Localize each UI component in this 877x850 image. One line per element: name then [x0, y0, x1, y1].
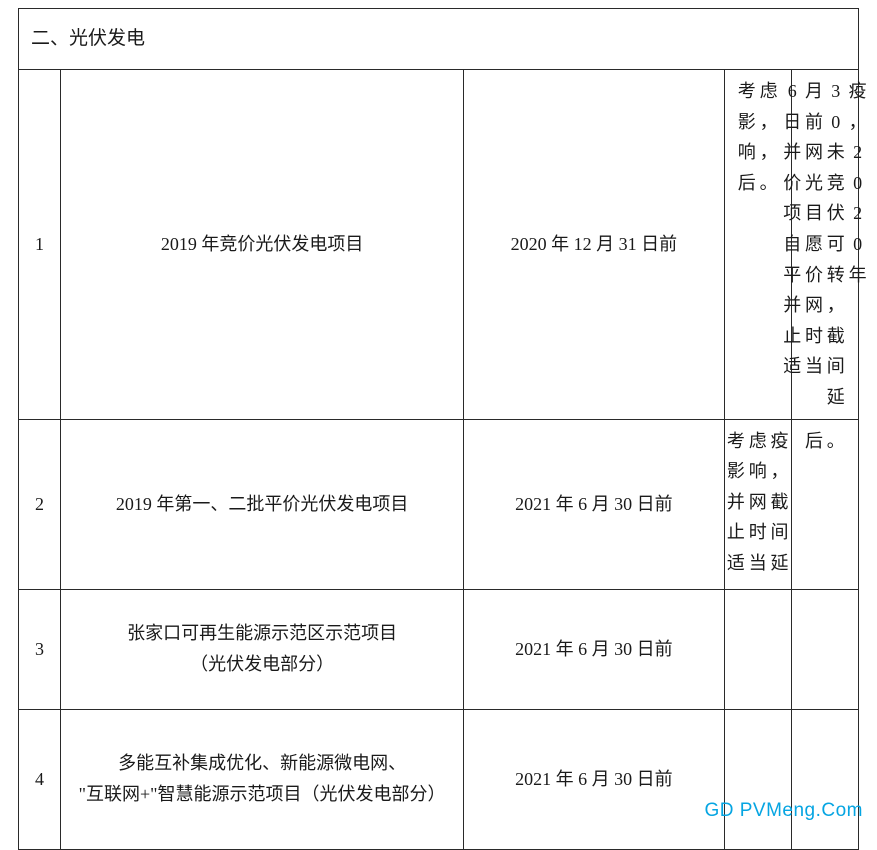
row-index: 2 — [19, 419, 61, 589]
project-name: 2019 年第一、二批平价光伏发电项目 — [61, 419, 464, 589]
note-empty — [724, 709, 791, 849]
deadline: 2020 年 12 月 31 日前 — [464, 70, 724, 420]
note-right: 后。 — [791, 419, 858, 589]
deadline: 2021 年 6 月 30 日前 — [464, 419, 724, 589]
table-row: 3 张家口可再生能源示范区示范项目（光伏发电部分） 2021 年 6 月 30 … — [19, 589, 859, 709]
row-index: 4 — [19, 709, 61, 849]
deadline: 2021 年 6 月 30 日前 — [464, 589, 724, 709]
table-row: 2 2019 年第一、二批平价光伏发电项目 2021 年 6 月 30 日前 考… — [19, 419, 859, 589]
note-empty — [791, 589, 858, 709]
note-right: 6日并价项自平并止适月前网光目愿价网时当30未竞伏可转，截间延疫，2020年 — [791, 70, 858, 420]
project-name: 张家口可再生能源示范区示范项目（光伏发电部分） — [61, 589, 464, 709]
project-name: 多能互补集成优化、新能源微电网、"互联网+"智慧能源示范项目（光伏发电部分） — [61, 709, 464, 849]
document-page: 二、光伏发电 1 2019 年竞价光伏发电项目 2020 年 12 月 31 日… — [0, 0, 877, 826]
table-row: 4 多能互补集成优化、新能源微电网、"互联网+"智慧能源示范项目（光伏发电部分）… — [19, 709, 859, 849]
deadline: 2021 年 6 月 30 日前 — [464, 709, 724, 849]
row-index: 1 — [19, 70, 61, 420]
note-empty — [724, 589, 791, 709]
pv-project-table: 二、光伏发电 1 2019 年竞价光伏发电项目 2020 年 12 月 31 日… — [18, 8, 859, 850]
note-left: 考影响后虑，，。 — [724, 70, 791, 420]
row-index: 3 — [19, 589, 61, 709]
table-row: 1 2019 年竞价光伏发电项目 2020 年 12 月 31 日前 考影响后虑… — [19, 70, 859, 420]
section-title: 二、光伏发电 — [19, 9, 859, 70]
section-header-row: 二、光伏发电 — [19, 9, 859, 70]
note-left: 考影并止适虑响网时当疫，截间延 — [724, 419, 791, 589]
project-name: 2019 年竞价光伏发电项目 — [61, 70, 464, 420]
note-empty — [791, 709, 858, 849]
